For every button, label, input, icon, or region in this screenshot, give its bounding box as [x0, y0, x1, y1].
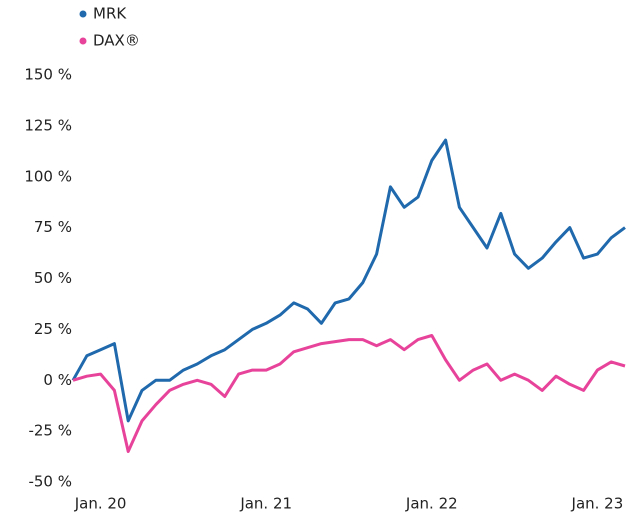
- y-tick-label: 25 %: [34, 320, 72, 338]
- legend-label: DAX®: [93, 32, 140, 50]
- x-tick-label: Jan. 21: [239, 495, 292, 513]
- y-tick-label: 100 %: [24, 167, 72, 185]
- legend-label: MRK: [93, 5, 127, 23]
- y-tick-label: 125 %: [24, 116, 72, 134]
- y-tick-label: -25 %: [28, 422, 72, 440]
- y-tick-label: 150 %: [24, 66, 72, 84]
- x-tick-label: Jan. 20: [74, 495, 127, 513]
- y-tick-label: 0 %: [43, 371, 72, 389]
- series-line: [71, 138, 626, 423]
- x-tick-label: Jan. 23: [571, 495, 624, 513]
- legend-marker: [79, 10, 87, 18]
- y-tick-label: 50 %: [34, 269, 72, 287]
- legend-marker: [79, 37, 87, 45]
- y-tick-label: -50 %: [28, 473, 72, 491]
- x-tick-label: Jan. 22: [405, 495, 458, 513]
- y-tick-label: 75 %: [34, 218, 72, 236]
- series-line: [72, 334, 626, 453]
